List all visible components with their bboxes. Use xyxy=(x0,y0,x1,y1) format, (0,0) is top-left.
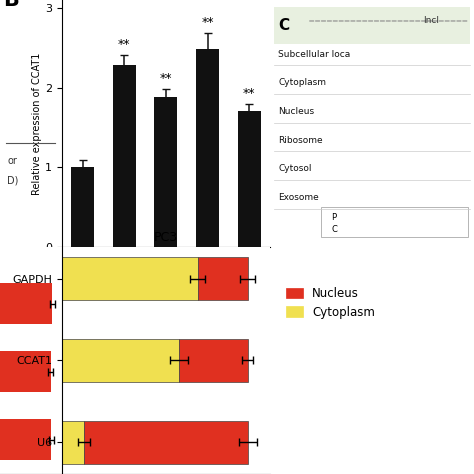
Bar xyxy=(0,283,52,324)
Y-axis label: Relative expression of CCAT1: Relative expression of CCAT1 xyxy=(32,52,42,195)
Bar xyxy=(155,97,177,247)
Text: Subcellular loca: Subcellular loca xyxy=(278,50,351,59)
Bar xyxy=(62,339,179,382)
Text: Incl: Incl xyxy=(423,17,439,26)
Text: **: ** xyxy=(118,38,130,51)
Text: B: B xyxy=(3,0,19,10)
Bar xyxy=(71,167,94,247)
Bar xyxy=(0,419,51,460)
Text: **: ** xyxy=(201,17,214,29)
Text: C: C xyxy=(331,225,337,234)
Bar xyxy=(113,65,136,247)
Text: Cytoplasm: Cytoplasm xyxy=(278,79,326,87)
Bar xyxy=(0,351,51,392)
Text: Cytosol: Cytosol xyxy=(278,164,312,173)
Text: P: P xyxy=(331,213,337,222)
Legend: Nucleus, Cytoplasm: Nucleus, Cytoplasm xyxy=(286,287,375,319)
Bar xyxy=(62,421,84,464)
Bar xyxy=(179,339,248,382)
Text: **: ** xyxy=(160,72,172,85)
Text: D): D) xyxy=(8,175,19,185)
Bar xyxy=(198,257,248,300)
Text: or: or xyxy=(8,155,17,165)
Text: Exosome: Exosome xyxy=(278,193,319,202)
FancyBboxPatch shape xyxy=(274,8,470,45)
Bar xyxy=(62,257,198,300)
Bar xyxy=(238,111,261,247)
Text: Ribosome: Ribosome xyxy=(278,136,323,145)
Text: C: C xyxy=(278,18,290,34)
Text: **: ** xyxy=(243,87,255,100)
Text: Nucleus: Nucleus xyxy=(278,107,314,116)
Bar xyxy=(196,49,219,247)
Title: PC3: PC3 xyxy=(154,231,178,244)
Bar xyxy=(84,421,248,464)
